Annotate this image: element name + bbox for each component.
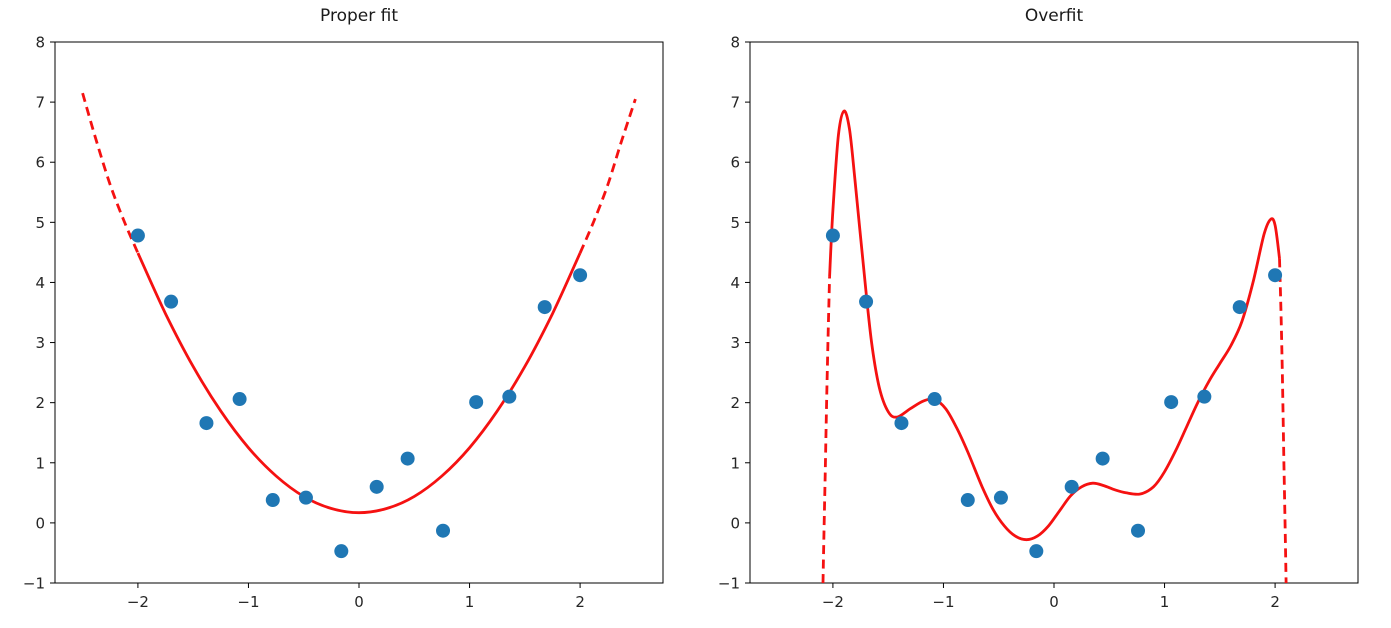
scatter-point xyxy=(436,523,451,538)
y-tick-label: 8 xyxy=(730,34,740,52)
scatter-point xyxy=(1232,300,1247,315)
x-tick-label: 1 xyxy=(1160,593,1170,611)
y-tick-label: 1 xyxy=(35,454,45,472)
fit-curve-solid xyxy=(828,109,1281,542)
y-tick-label: 3 xyxy=(730,334,740,352)
scatter-point xyxy=(334,544,349,559)
scatter-point xyxy=(130,228,145,243)
y-tick-label: 6 xyxy=(730,154,740,172)
scatter-point xyxy=(573,268,588,283)
y-tick-label: 2 xyxy=(730,394,740,412)
y-tick-label: 7 xyxy=(730,94,740,112)
x-tick-label: 1 xyxy=(465,593,475,611)
fit-curve-dashed xyxy=(578,98,637,254)
x-tick-label: 0 xyxy=(1049,593,1059,611)
chart-title: Overfit xyxy=(1024,6,1084,26)
overfit-chart: Overfit −2 −1 0 1 2 −1 0 1 2 3 4 5 6 7 8 xyxy=(695,0,1390,628)
y-tick-label: 4 xyxy=(35,274,45,292)
scatter-point xyxy=(369,479,384,494)
scatter-point xyxy=(400,451,415,466)
scatter-point xyxy=(894,416,909,431)
scatter-point xyxy=(1268,268,1283,283)
scatter-point xyxy=(537,300,552,315)
y-tick-label: 0 xyxy=(730,514,740,532)
y-tick-label: 6 xyxy=(35,154,45,172)
y-tick-label: 7 xyxy=(35,94,45,112)
x-tick-label: −2 xyxy=(822,593,844,611)
proper-fit-plot: −2 −1 0 1 2 −1 0 1 2 3 4 5 6 7 8 xyxy=(23,34,664,611)
x-tick-label: −2 xyxy=(127,593,149,611)
y-tick-label: 3 xyxy=(35,334,45,352)
axes-box xyxy=(54,41,664,584)
fit-curve-dashed xyxy=(81,92,140,254)
x-tick-label: 2 xyxy=(1270,593,1280,611)
fit-curve-dashed xyxy=(821,276,831,584)
scatter-point xyxy=(199,416,214,431)
scatter-point xyxy=(993,490,1008,505)
fit-curve-dashed xyxy=(1278,258,1288,584)
scatter-point xyxy=(164,294,179,309)
scatter-point xyxy=(265,493,280,508)
y-tick-label: −1 xyxy=(23,575,45,593)
scatter-point xyxy=(502,389,517,404)
y-tick-label: 4 xyxy=(730,274,740,292)
x-tick-label: −1 xyxy=(237,593,259,611)
y-tick-label: 5 xyxy=(35,214,45,232)
scatter-point xyxy=(469,395,484,410)
x-tick-label: −1 xyxy=(932,593,954,611)
scatter-point xyxy=(1164,395,1179,410)
scatter-point xyxy=(1095,451,1110,466)
y-tick-label: −1 xyxy=(718,575,740,593)
y-tick-label: 8 xyxy=(35,34,45,52)
x-tick-label: 2 xyxy=(575,593,585,611)
scatter-point xyxy=(298,490,313,505)
scatter-point xyxy=(1197,389,1212,404)
scatter-point xyxy=(825,228,840,243)
overfit-plot: −2 −1 0 1 2 −1 0 1 2 3 4 5 6 7 8 xyxy=(718,34,1359,611)
scatter-point xyxy=(232,392,247,407)
scatter-point xyxy=(1064,479,1079,494)
scatter-point xyxy=(927,392,942,407)
y-tick-label: 1 xyxy=(730,454,740,472)
y-tick-label: 0 xyxy=(35,514,45,532)
proper-fit-chart: Proper fit −2 −1 0 1 2 −1 0 1 2 3 4 5 6 7 8 xyxy=(0,0,695,628)
scatter-point xyxy=(960,493,975,508)
chart-title: Proper fit xyxy=(320,6,398,26)
scatter-point xyxy=(1131,523,1146,538)
scatter-point xyxy=(1029,544,1044,559)
y-tick-label: 2 xyxy=(35,394,45,412)
y-tick-label: 5 xyxy=(730,214,740,232)
scatter-point xyxy=(859,294,874,309)
x-tick-label: 0 xyxy=(354,593,364,611)
